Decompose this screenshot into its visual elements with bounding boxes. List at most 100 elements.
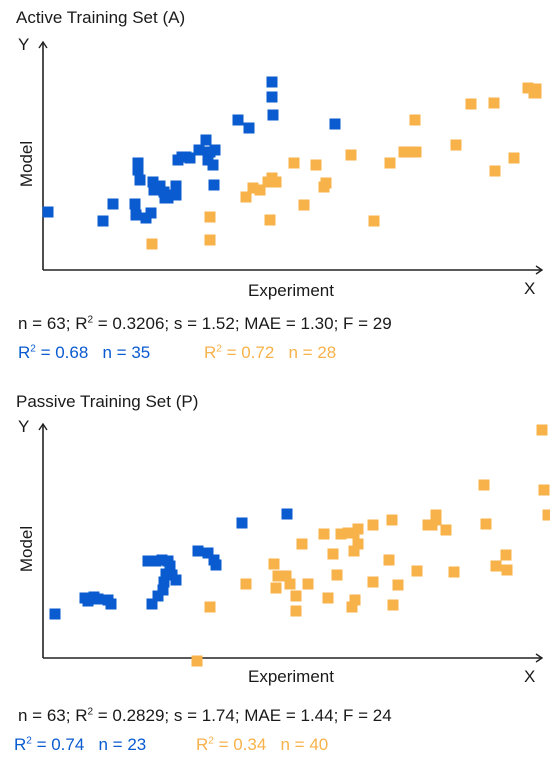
- data-point-orange: [367, 519, 379, 531]
- data-point-orange: [327, 548, 339, 560]
- y-axis-letter: Y: [18, 35, 29, 54]
- data-point-orange: [489, 165, 501, 177]
- data-point-blue: [130, 209, 142, 221]
- data-point-blue: [156, 554, 168, 566]
- data-point-orange: [465, 98, 477, 110]
- y-axis-arrowhead: [38, 422, 48, 431]
- data-point-orange: [146, 238, 158, 250]
- data-point-orange: [345, 149, 357, 161]
- data-point-blue: [150, 555, 162, 567]
- series-orange-stats-a: R2 = 0.72 n = 28: [204, 343, 337, 362]
- data-point-blue: [158, 186, 170, 198]
- data-point-orange: [290, 590, 302, 602]
- data-point-orange: [392, 579, 404, 591]
- data-point-orange: [411, 565, 423, 577]
- y-axis-arrowhead: [38, 40, 48, 49]
- data-point-blue: [170, 574, 182, 586]
- data-point-blue: [193, 144, 205, 156]
- data-point-orange: [280, 570, 292, 582]
- data-point-orange: [240, 191, 252, 203]
- data-point-orange: [322, 592, 334, 604]
- data-point-blue: [207, 159, 219, 171]
- y-axis-label: Model: [17, 526, 36, 572]
- data-point-orange: [288, 157, 300, 169]
- data-point-blue: [158, 576, 170, 588]
- chart-title-a: Active Training Set (A): [16, 8, 186, 27]
- data-point-blue: [243, 122, 255, 134]
- data-point-blue: [129, 198, 141, 210]
- stats-rest-a: ; s = 1.52; MAE = 1.30; F = 29: [164, 314, 392, 333]
- series-blue-stats-p: R2 = 0.74 n = 23: [14, 735, 147, 754]
- data-point-orange: [298, 199, 310, 211]
- x-axis-arrowhead: [535, 265, 544, 275]
- data-point-blue: [192, 545, 204, 557]
- data-point-blue: [184, 152, 196, 164]
- data-point-orange: [290, 605, 302, 617]
- data-point-orange: [387, 599, 399, 611]
- data-point-orange: [542, 509, 550, 521]
- data-point-orange: [268, 558, 280, 570]
- series-blue-stats-a: R2 = 0.68 n = 35: [18, 343, 151, 362]
- data-point-orange: [296, 538, 308, 550]
- stats-r2-value-a: = 0.3206: [93, 314, 165, 333]
- stats-r2-prefix-a: R: [75, 314, 88, 333]
- data-point-blue: [209, 144, 221, 156]
- data-point-orange: [384, 157, 396, 169]
- x-axis-arrowhead: [535, 653, 544, 663]
- data-point-orange: [450, 139, 462, 151]
- chart-title-p: Passive Training Set (P): [16, 392, 199, 411]
- series-orange-stats-p: R2 = 0.34 n = 40: [196, 735, 329, 754]
- data-point-blue: [266, 76, 278, 88]
- scatter-chart-a: Y X Experiment Model: [17, 35, 544, 300]
- data-point-blue: [164, 560, 176, 572]
- data-point-orange: [240, 578, 252, 590]
- data-point-orange: [488, 97, 500, 109]
- data-point-orange: [530, 83, 542, 95]
- x-axis-label: Experiment: [248, 281, 334, 300]
- data-point-orange: [346, 601, 358, 613]
- data-point-blue: [92, 593, 104, 605]
- data-point-blue: [329, 118, 341, 130]
- data-point-orange: [348, 545, 360, 557]
- data-point-blue: [82, 595, 94, 607]
- series-orange-n-a: n = 28: [288, 343, 337, 362]
- data-point-orange: [440, 524, 452, 536]
- data-point-blue: [236, 517, 248, 529]
- data-point-blue: [145, 207, 157, 219]
- data-point-blue: [147, 176, 159, 188]
- stats-n-p: n = 63: [18, 706, 66, 725]
- data-point-orange: [204, 601, 216, 613]
- data-point-orange: [272, 570, 284, 582]
- data-point-orange: [270, 582, 282, 594]
- data-point-orange: [490, 560, 502, 572]
- data-point-blue: [49, 608, 61, 620]
- y-axis-label: Model: [17, 141, 36, 187]
- stats-n-a: n = 63: [18, 314, 66, 333]
- data-point-orange: [508, 152, 520, 164]
- stats-r2-value-p: = 0.2829: [93, 706, 165, 725]
- data-point-blue: [266, 91, 278, 103]
- data-point-blue: [148, 184, 160, 196]
- data-point-orange: [367, 576, 379, 588]
- series-orange-r2-p: = 0.34: [213, 735, 267, 754]
- data-point-blue: [154, 180, 166, 192]
- data-point-orange: [398, 146, 410, 158]
- data-point-orange: [410, 146, 422, 158]
- data-point-orange: [204, 211, 216, 223]
- series-orange-r2-a: = 0.72: [221, 343, 275, 362]
- data-point-blue: [160, 568, 172, 580]
- data-point-orange: [383, 554, 395, 566]
- data-point-orange: [331, 569, 343, 581]
- data-point-blue: [42, 206, 54, 218]
- data-point-blue: [281, 508, 293, 520]
- data-point-orange: [264, 214, 276, 226]
- data-point-blue: [132, 164, 144, 176]
- data-point-orange: [500, 549, 512, 561]
- series-blue-r2-p: = 0.74: [31, 735, 85, 754]
- data-point-blue: [202, 547, 214, 559]
- data-point-blue: [200, 134, 212, 146]
- scatter-chart-p: Y X Experiment Model: [17, 417, 550, 686]
- data-point-orange: [320, 177, 332, 189]
- x-axis-letter: X: [524, 279, 535, 298]
- stats-line-a: n = 63; R2 = 0.3206; s = 1.52; MAE = 1.3…: [18, 314, 392, 333]
